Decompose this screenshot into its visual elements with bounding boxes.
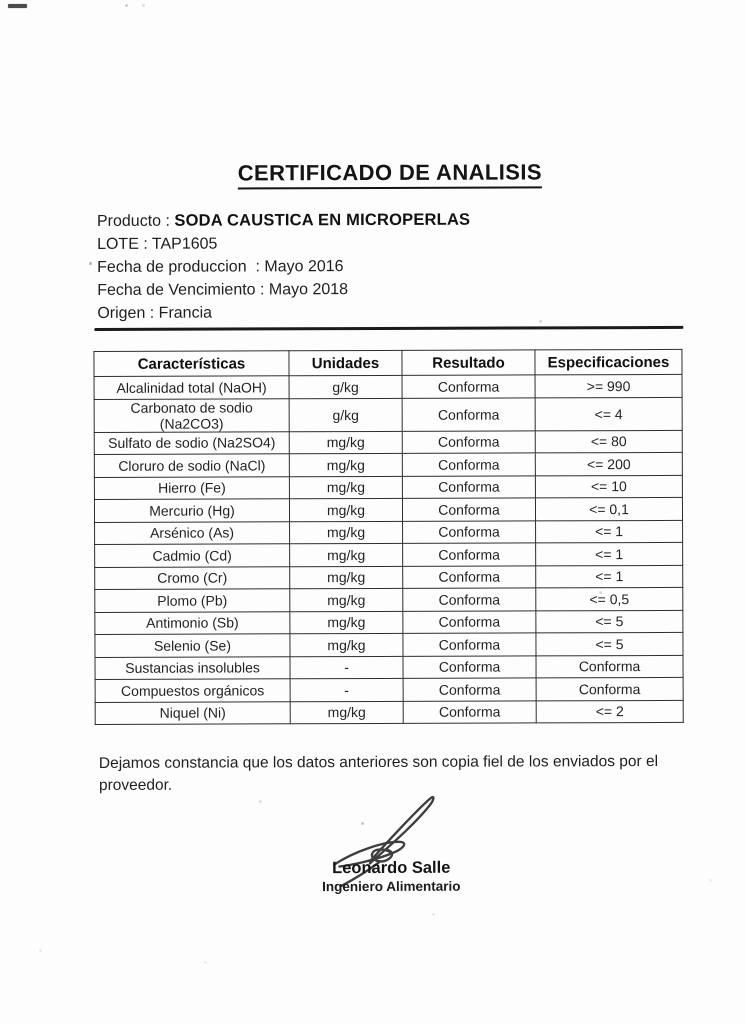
cell-unidades: g/kg — [289, 375, 403, 399]
cell-resultado: Conforma — [403, 677, 537, 701]
cell-especificaciones: Conforma — [536, 654, 684, 678]
cell-resultado: Conforma — [402, 374, 536, 398]
producto-label: Producto : — [96, 212, 175, 230]
table-row: Niquel (Ni) mg/kg Conforma <= 2 — [95, 699, 684, 725]
analysis-table: Características Unidades Resultado Espec… — [93, 349, 684, 725]
document-title: CERTIFICADO DE ANALISIS — [17, 159, 746, 190]
cell-caracteristica: Compuestos orgánicos — [95, 678, 291, 702]
cell-resultado: Conforma — [402, 632, 537, 656]
cell-caracteristica: Niquel (Ni) — [95, 701, 291, 725]
table-row: Selenio (Se) mg/kg Conforma <= 5 — [94, 632, 684, 657]
scan-corner-mark — [8, 4, 27, 8]
cell-caracteristica: Sulfato de sodio (Na2SO4) — [94, 431, 290, 455]
producto-value: SODA CAUSTICA EN MICROPERLAS — [174, 210, 471, 230]
cell-resultado: Conforma — [402, 497, 536, 521]
col-header-caracteristicas: Características — [93, 350, 290, 377]
col-header-especificaciones: Especificaciones — [534, 349, 683, 375]
cell-especificaciones: <= 4 — [535, 396, 683, 431]
fecha-produccion-line: Fecha de produccion : Mayo 2016 — [97, 258, 344, 276]
document-title-text: CERTIFICADO DE ANALISIS — [237, 159, 542, 190]
cell-resultado: Conforma — [403, 655, 537, 679]
cell-unidades: mg/kg — [289, 543, 403, 567]
cell-caracteristica: Cromo (Cr) — [94, 566, 290, 590]
cell-especificaciones: <= 1 — [535, 564, 683, 588]
cell-unidades: mg/kg — [289, 453, 403, 477]
cell-caracteristica: Plomo (Pb) — [94, 588, 290, 612]
cell-especificaciones: <= 200 — [535, 452, 683, 476]
cell-caracteristica: Cloruro de sodio (NaCl) — [94, 453, 290, 477]
col-header-resultado: Resultado — [401, 349, 536, 376]
cell-unidades: mg/kg — [289, 498, 403, 522]
cell-especificaciones: <= 2 — [536, 699, 684, 723]
product-info-block: Producto : SODA CAUSTICA EN MICROPERLAS … — [97, 209, 471, 325]
table-row: Compuestos orgánicos - Conforma Conforma — [95, 677, 684, 702]
table-row: Mercurio (Hg) mg/kg Conforma <= 0,1 — [94, 497, 683, 522]
cell-caracteristica: Arsénico (As) — [94, 521, 290, 545]
cell-resultado: Conforma — [402, 542, 536, 566]
cell-resultado: Conforma — [403, 700, 537, 724]
cell-resultado: Conforma — [402, 430, 536, 454]
cell-resultado: Conforma — [402, 610, 536, 634]
cell-unidades: g/kg — [289, 397, 403, 432]
cell-unidades: mg/kg — [289, 430, 403, 454]
table-row: Carbonato de sodio (Na2CO3) g/kg Conform… — [94, 396, 683, 432]
table-row: Alcalinidad total (NaOH) g/kg Conforma >… — [94, 374, 683, 399]
cell-especificaciones: <= 1 — [535, 519, 683, 543]
cell-caracteristica: Antimonio (Sb) — [94, 611, 290, 635]
signer-role: Ingeniero Alimentario — [322, 878, 461, 895]
cell-resultado: Conforma — [402, 520, 536, 544]
cell-especificaciones: <= 0,1 — [535, 497, 683, 521]
cell-especificaciones: <= 0,5 — [535, 587, 683, 611]
cell-especificaciones: <= 5 — [535, 632, 684, 656]
table-row: Cadmio (Cd) mg/kg Conforma <= 1 — [94, 542, 683, 567]
cell-unidades: mg/kg — [289, 610, 403, 634]
cell-especificaciones: >= 990 — [535, 374, 683, 398]
cell-unidades: mg/kg — [289, 475, 403, 499]
cell-unidades: mg/kg — [290, 700, 404, 724]
cell-unidades: mg/kg — [289, 565, 403, 589]
table-header-row: Características Unidades Resultado Espec… — [93, 349, 683, 377]
signature-block: Leonardo Salle Ingeniero Alimentario — [291, 790, 491, 901]
cell-resultado: Conforma — [402, 397, 536, 431]
cell-especificaciones: Conforma — [536, 677, 684, 701]
origen-line: Origen : Francia — [97, 304, 213, 322]
cell-unidades: - — [290, 678, 404, 702]
cell-resultado: Conforma — [402, 565, 536, 589]
cell-caracteristica: Cadmio (Cd) — [94, 543, 290, 567]
table-row: Cloruro de sodio (NaCl) mg/kg Conforma <… — [94, 452, 683, 477]
cell-caracteristica: Sustancias insolubles — [95, 656, 291, 680]
cell-caracteristica: Alcalinidad total (NaOH) — [94, 375, 290, 399]
table-row: Sustancias insolubles - Conforma Conform… — [95, 654, 684, 680]
cell-unidades: mg/kg — [289, 520, 403, 544]
table-row: Cromo (Cr) mg/kg Conforma <= 1 — [94, 564, 683, 590]
cell-caracteristica: Hierro (Fe) — [94, 476, 290, 500]
table-row: Antimonio (Sb) mg/kg Conforma <= 5 — [94, 609, 683, 635]
fecha-vencimiento-line: Fecha de Vencimiento : Mayo 2018 — [97, 281, 349, 299]
table-row: Sulfato de sodio (Na2SO4) mg/kg Conforma… — [94, 429, 683, 455]
cell-especificaciones: <= 1 — [535, 542, 683, 566]
table-row: Arsénico (As) mg/kg Conforma <= 1 — [94, 519, 683, 545]
cell-unidades: mg/kg — [289, 588, 403, 612]
table-row: Plomo (Pb) mg/kg Conforma <= 0,5 — [94, 587, 683, 612]
signer-name: Leonardo Salle — [332, 858, 451, 878]
col-header-unidades: Unidades — [288, 350, 403, 376]
cell-especificaciones: <= 5 — [535, 609, 683, 633]
cell-unidades: - — [290, 655, 404, 679]
cell-resultado: Conforma — [402, 475, 536, 499]
cell-especificaciones: <= 80 — [535, 429, 683, 453]
table-row: Hierro (Fe) mg/kg Conforma <= 10 — [94, 474, 683, 500]
cell-resultado: Conforma — [402, 587, 536, 611]
cell-unidades: mg/kg — [289, 633, 404, 657]
cell-resultado: Conforma — [402, 452, 536, 476]
cell-caracteristica: Mercurio (Hg) — [94, 498, 290, 522]
producto-line: Producto : SODA CAUSTICA EN MICROPERLAS — [97, 209, 470, 233]
lote-line: LOTE : TAP1605 — [97, 235, 218, 253]
divider-rule — [94, 325, 684, 331]
cell-caracteristica: Carbonato de sodio (Na2CO3) — [94, 398, 290, 432]
cell-especificaciones: <= 10 — [535, 474, 683, 498]
cell-caracteristica: Selenio (Se) — [94, 633, 291, 657]
